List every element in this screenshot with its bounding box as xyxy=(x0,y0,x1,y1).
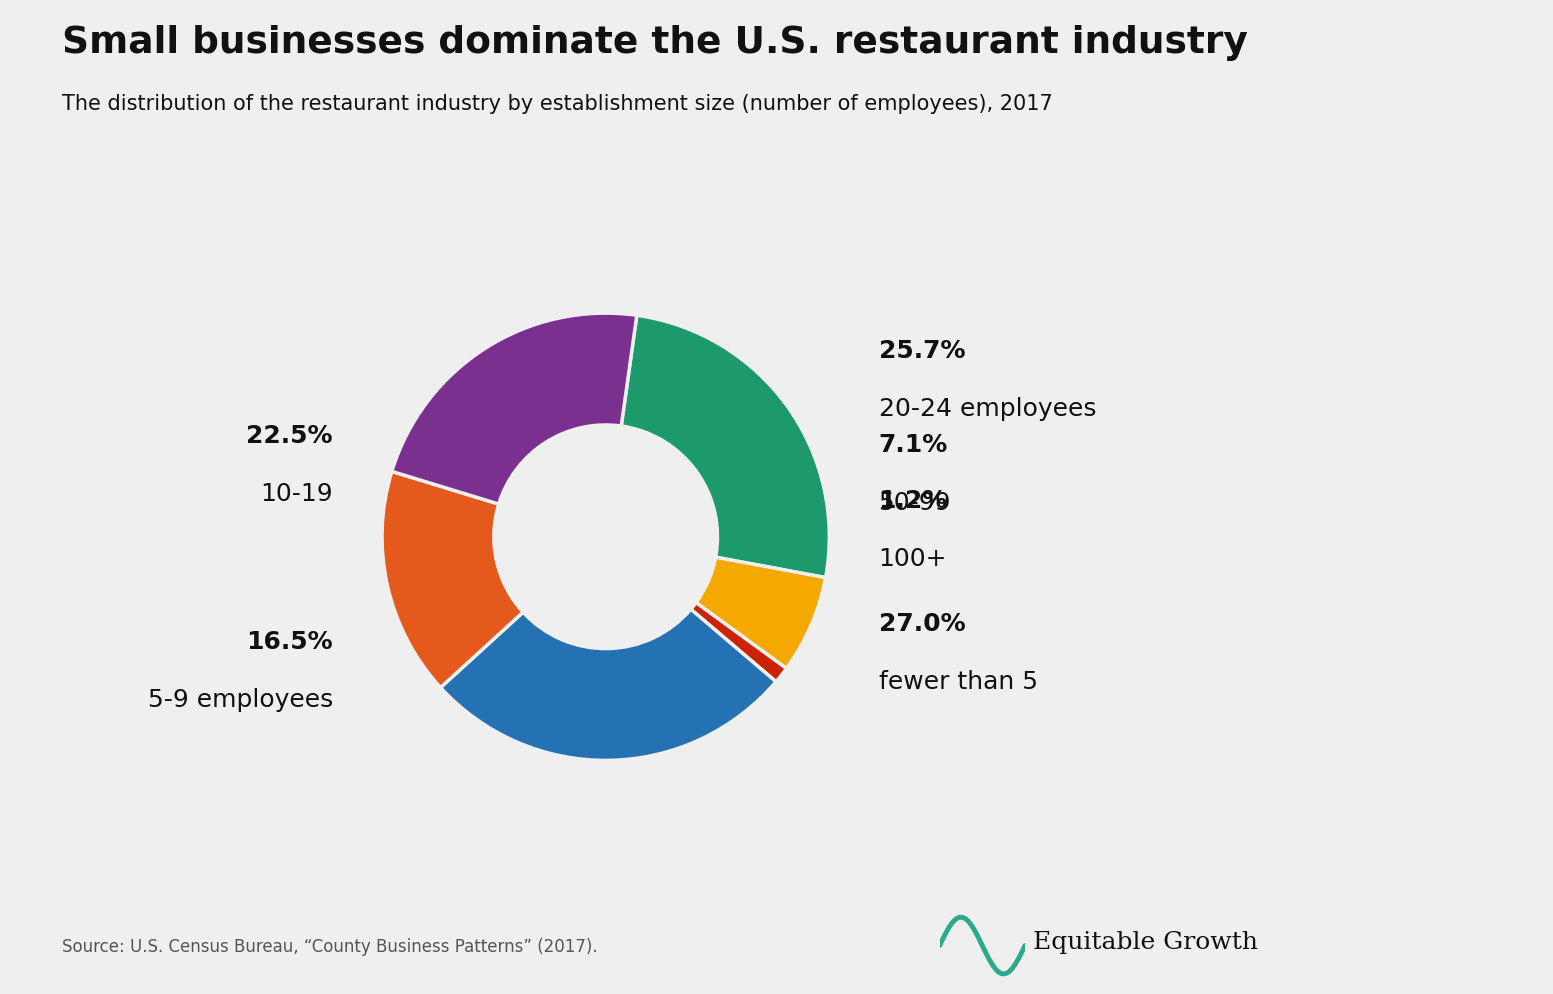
Text: Small businesses dominate the U.S. restaurant industry: Small businesses dominate the U.S. resta… xyxy=(62,25,1249,61)
Text: 1.2%: 1.2% xyxy=(879,489,947,513)
Text: 25.7%: 25.7% xyxy=(879,339,964,363)
Text: 100+: 100+ xyxy=(879,547,947,572)
Text: 10-19: 10-19 xyxy=(261,482,332,506)
Text: 50-99: 50-99 xyxy=(879,491,950,515)
Wedge shape xyxy=(382,471,523,688)
Text: 27.0%: 27.0% xyxy=(879,612,964,636)
Text: 20-24 employees: 20-24 employees xyxy=(879,398,1096,421)
Text: 22.5%: 22.5% xyxy=(247,424,332,448)
Text: Equitable Growth: Equitable Growth xyxy=(1033,930,1258,954)
Text: 16.5%: 16.5% xyxy=(247,630,332,654)
Wedge shape xyxy=(691,602,786,682)
Text: The distribution of the restaurant industry by establishment size (number of emp: The distribution of the restaurant indus… xyxy=(62,94,1053,114)
Text: Source: U.S. Census Bureau, “County Business Patterns” (2017).: Source: U.S. Census Bureau, “County Busi… xyxy=(62,938,598,956)
Wedge shape xyxy=(621,315,829,578)
Wedge shape xyxy=(391,313,637,504)
Wedge shape xyxy=(696,558,826,669)
Wedge shape xyxy=(441,609,776,760)
Text: 5-9 employees: 5-9 employees xyxy=(148,688,332,712)
Text: 7.1%: 7.1% xyxy=(879,433,947,457)
Text: fewer than 5: fewer than 5 xyxy=(879,670,1037,694)
